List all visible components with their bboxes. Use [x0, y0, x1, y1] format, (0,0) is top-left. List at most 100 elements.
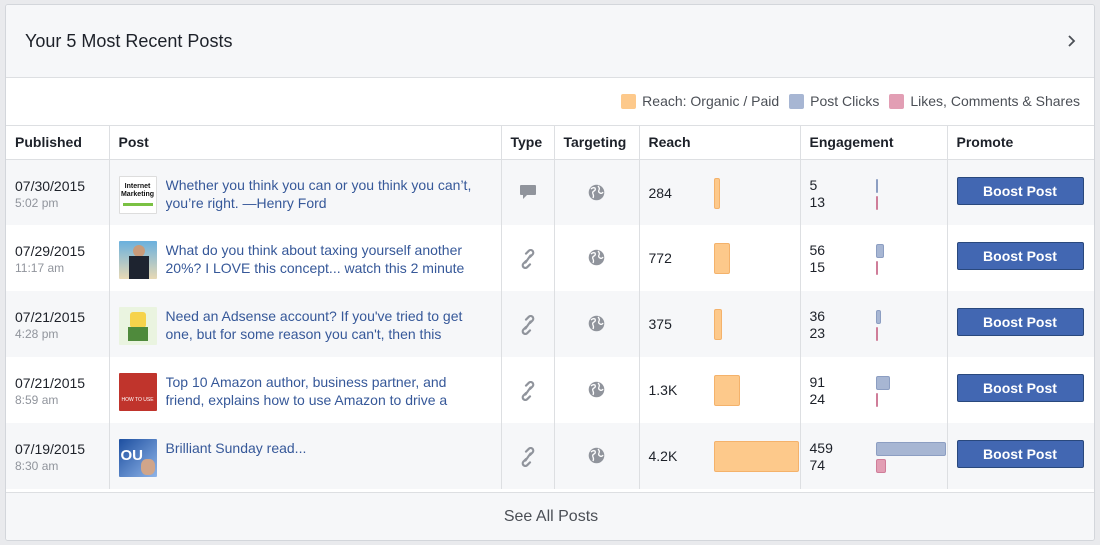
- likes-bar: [875, 459, 886, 473]
- likes-bar: [875, 393, 878, 407]
- reach-bar: [713, 243, 730, 274]
- targeting-cell: [554, 159, 640, 225]
- post-clicks-value: 459: [809, 440, 833, 456]
- boost-post-button[interactable]: Boost Post: [956, 308, 1084, 336]
- post-cell: Internet Marketing Whether you think you…: [109, 159, 502, 225]
- likes-bar: [875, 327, 878, 341]
- col-post[interactable]: Post: [109, 126, 502, 160]
- published-date: 07/21/2015: [15, 375, 86, 391]
- link-icon: [519, 314, 537, 338]
- type-cell: [501, 357, 555, 423]
- legend-swatch-clicks: [789, 93, 805, 109]
- chart-legend: Reach: Organic / Paid Post Clicks Likes,…: [6, 78, 1094, 126]
- legend-swatch-reach: [621, 93, 637, 109]
- reach-value: 1.3K: [648, 382, 678, 398]
- boost-post-button[interactable]: Boost Post: [956, 242, 1084, 270]
- published-time: 4:28 pm: [15, 327, 59, 341]
- promote-cell: Boost Post: [947, 291, 1094, 357]
- promote-cell: Boost Post: [947, 159, 1094, 225]
- post-cell: What do you think about taxing yourself …: [109, 225, 502, 291]
- reach-bar: [713, 441, 799, 472]
- boost-post-button[interactable]: Boost Post: [956, 176, 1084, 205]
- table-row: 07/19/2015 8:30 am OU Brilliant Sunday r…: [6, 423, 1094, 489]
- post-thumbnail[interactable]: HOW TO USE: [118, 373, 157, 411]
- post-cell: HOW TO USE Top 10 Amazon author, busines…: [109, 357, 502, 423]
- post-clicks-bar: [875, 310, 881, 324]
- card-header[interactable]: Your 5 Most Recent Posts: [6, 5, 1094, 78]
- table-row: 07/21/2015 4:28 pm Need an Adsense accou…: [6, 291, 1094, 357]
- legend-reach: Reach: Organic / Paid: [621, 93, 779, 109]
- published-date: 07/21/2015: [15, 309, 86, 325]
- legend-clicks: Post Clicks: [789, 93, 879, 109]
- published-cell: 07/21/2015 4:28 pm: [6, 291, 110, 357]
- globe-icon: [588, 249, 605, 269]
- post-cell: Need an Adsense account? If you've tried…: [109, 291, 502, 357]
- post-link[interactable]: Whether you think you can or you think y…: [165, 176, 472, 211]
- reach-cell: 284: [639, 159, 801, 225]
- boost-post-button[interactable]: Boost Post: [956, 374, 1084, 402]
- globe-icon: [588, 381, 605, 401]
- link-icon: [519, 380, 537, 404]
- post-link[interactable]: Need an Adsense account? If you've tried…: [165, 308, 463, 342]
- post-clicks-bar: [875, 442, 946, 456]
- reach-value: 4.2K: [648, 448, 678, 464]
- link-icon: [519, 248, 537, 272]
- promote-cell: Boost Post: [947, 357, 1094, 423]
- type-cell: [501, 225, 555, 291]
- table-row: 07/30/2015 5:02 pm Internet Marketing Wh…: [6, 159, 1094, 225]
- globe-icon: [588, 315, 605, 335]
- published-cell: 07/21/2015 8:59 am: [6, 357, 110, 423]
- published-time: 5:02 pm: [15, 195, 59, 210]
- reach-cell: 4.2K: [639, 423, 801, 489]
- see-all-posts-link[interactable]: See All Posts: [6, 492, 1094, 540]
- likes-value: 13: [809, 193, 826, 210]
- post-clicks-bar: [875, 244, 884, 258]
- globe-icon: [588, 447, 605, 467]
- post-thumbnail[interactable]: [118, 307, 157, 345]
- post-thumbnail[interactable]: Internet Marketing: [118, 175, 157, 214]
- post-thumbnail[interactable]: [118, 241, 157, 279]
- col-reach[interactable]: Reach: [639, 126, 801, 160]
- legend-label-reach: Reach: Organic / Paid: [642, 93, 780, 109]
- reach-bar: [713, 375, 740, 406]
- legend-label-likes: Likes, Comments & Shares: [910, 93, 1080, 109]
- col-engagement[interactable]: Engagement: [800, 126, 948, 160]
- post-clicks-value: 56: [809, 242, 826, 258]
- legend-swatch-likes: [889, 93, 905, 109]
- col-targeting[interactable]: Targeting: [554, 126, 640, 160]
- post-link[interactable]: Top 10 Amazon author, business partner, …: [165, 374, 448, 408]
- post-clicks-value: 91: [809, 374, 826, 390]
- col-published[interactable]: Published: [6, 126, 110, 160]
- promote-cell: Boost Post: [947, 225, 1094, 291]
- col-type[interactable]: Type: [501, 126, 555, 160]
- reach-value: 375: [648, 316, 672, 332]
- reach-cell: 772: [639, 225, 801, 291]
- targeting-cell: [554, 225, 640, 291]
- likes-value: 24: [809, 391, 826, 407]
- likes-bar: [875, 195, 878, 210]
- post-link[interactable]: Brilliant Sunday read...: [165, 440, 307, 456]
- published-cell: 07/19/2015 8:30 am: [6, 423, 110, 489]
- post-cell: OU Brilliant Sunday read...: [109, 423, 502, 489]
- post-thumbnail[interactable]: OU: [118, 439, 157, 477]
- chevron-right-icon[interactable]: [1064, 34, 1078, 48]
- likes-value: 74: [809, 457, 826, 473]
- post-link[interactable]: What do you think about taxing yourself …: [165, 242, 465, 276]
- post-clicks-value: 36: [809, 308, 826, 324]
- reach-cell: 1.3K: [639, 357, 801, 423]
- post-clicks-bar: [875, 178, 878, 193]
- legend-likes: Likes, Comments & Shares: [889, 93, 1080, 109]
- reach-bar: [713, 177, 720, 209]
- likes-value: 23: [809, 325, 826, 341]
- reach-value: 772: [648, 250, 672, 266]
- published-cell: 07/30/2015 5:02 pm: [6, 159, 110, 225]
- col-promote[interactable]: Promote: [947, 126, 1094, 160]
- type-cell: [501, 423, 555, 489]
- recent-posts-card: Your 5 Most Recent Posts Reach: Organic …: [5, 4, 1095, 541]
- published-cell: 07/29/2015 11:17 am: [6, 225, 110, 291]
- status-icon: [519, 184, 537, 203]
- boost-post-button[interactable]: Boost Post: [956, 440, 1084, 468]
- globe-icon: [588, 184, 605, 204]
- posts-table: Published Post Type Targeting Reach Enga…: [6, 126, 1094, 489]
- engagement-cell: 56 15: [800, 225, 948, 291]
